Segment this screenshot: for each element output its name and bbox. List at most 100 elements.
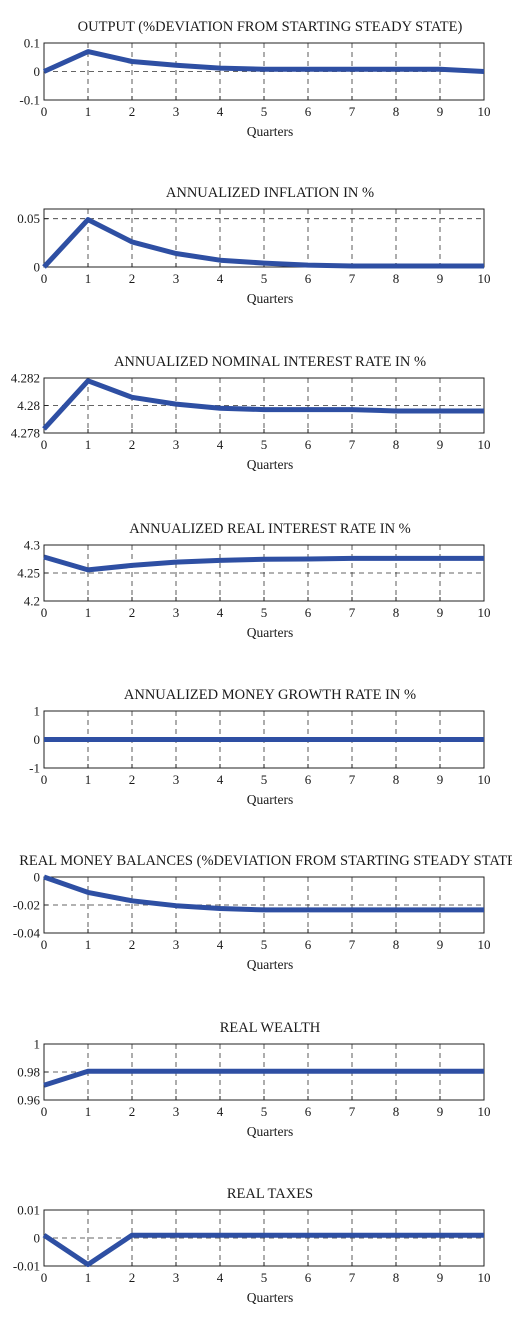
x-axis-label: Quarters <box>247 457 293 472</box>
y-tick-label: 1 <box>34 1037 41 1052</box>
x-tick-label: 10 <box>478 605 491 620</box>
x-tick-label: 10 <box>478 437 491 452</box>
x-tick-label: 3 <box>173 1104 180 1119</box>
chart-panel: OUTPUT (%DEVIATION FROM STARTING STEADY … <box>19 19 490 139</box>
x-tick-label: 3 <box>173 104 180 119</box>
x-tick-label: 0 <box>41 1270 48 1285</box>
series-line <box>42 217 484 269</box>
x-tick-label: 9 <box>437 1270 444 1285</box>
x-tick-label: 2 <box>129 271 136 286</box>
x-tick-label: 5 <box>261 1270 268 1285</box>
x-tick-label: 5 <box>261 104 268 119</box>
chart-title: ANNUALIZED INFLATION IN % <box>166 185 374 201</box>
y-tick-label: 4.25 <box>17 566 40 581</box>
x-tick-label: 1 <box>85 271 92 286</box>
x-tick-label: 4 <box>217 937 224 952</box>
y-tick-label: 1 <box>34 704 41 719</box>
y-tick-label: 4.278 <box>11 426 40 441</box>
x-tick-label: 5 <box>261 1104 268 1119</box>
x-tick-label: 2 <box>129 605 136 620</box>
x-tick-label: 2 <box>129 1270 136 1285</box>
x-tick-label: 7 <box>349 937 356 952</box>
x-tick-label: 5 <box>261 271 268 286</box>
x-tick-label: 6 <box>305 1270 312 1285</box>
chart-title: REAL WEALTH <box>220 1020 321 1036</box>
x-tick-label: 7 <box>349 1270 356 1285</box>
series-line <box>43 554 484 573</box>
y-tick-label: 0 <box>34 870 41 885</box>
x-tick-label: 1 <box>85 1104 92 1119</box>
chart-panel: REAL MONEY BALANCES (%DEVIATION FROM STA… <box>13 853 512 972</box>
y-tick-label: 0.01 <box>17 1203 40 1218</box>
x-tick-label: 0 <box>41 1104 48 1119</box>
y-tick-label: 0 <box>34 260 41 275</box>
x-tick-label: 1 <box>85 104 92 119</box>
x-tick-label: 7 <box>349 1104 356 1119</box>
x-tick-label: 10 <box>478 104 491 119</box>
y-tick-label: 0 <box>34 1231 41 1246</box>
x-tick-label: 8 <box>393 104 400 119</box>
x-tick-label: 5 <box>261 605 268 620</box>
x-tick-label: 8 <box>393 937 400 952</box>
x-tick-label: 1 <box>85 605 92 620</box>
x-tick-label: 1 <box>85 1270 92 1285</box>
x-tick-label: 1 <box>85 437 92 452</box>
y-tick-label: 4.282 <box>11 371 40 386</box>
y-tick-label: 0.96 <box>17 1093 40 1108</box>
x-tick-label: 7 <box>349 772 356 787</box>
x-tick-label: 4 <box>217 437 224 452</box>
x-tick-label: 1 <box>85 772 92 787</box>
x-tick-label: 7 <box>349 437 356 452</box>
chart-title: REAL MONEY BALANCES (%DEVIATION FROM STA… <box>19 853 512 869</box>
x-tick-label: 8 <box>393 271 400 286</box>
x-tick-label: 4 <box>217 772 224 787</box>
x-tick-label: 2 <box>129 772 136 787</box>
x-tick-label: 0 <box>41 271 48 286</box>
y-tick-label: 4.2 <box>24 594 40 609</box>
series-line <box>42 49 485 74</box>
x-tick-label: 1 <box>85 937 92 952</box>
y-tick-label: 4.3 <box>24 538 40 553</box>
x-tick-label: 0 <box>41 437 48 452</box>
x-tick-label: 6 <box>305 937 312 952</box>
chart-title: OUTPUT (%DEVIATION FROM STARTING STEADY … <box>78 19 463 35</box>
chart-panel: ANNUALIZED NOMINAL INTEREST RATE IN % 0 1 2… <box>11 354 491 472</box>
x-tick-label: 0 <box>41 605 48 620</box>
x-axis-label: Quarters <box>247 291 293 306</box>
x-tick-label: 5 <box>261 772 268 787</box>
x-axis-label: Quarters <box>247 792 293 807</box>
x-tick-label: 7 <box>349 605 356 620</box>
chart-panel: ANNUALIZED MONEY GROWTH RATE IN % 0 1 2 3 4 5 6… <box>29 687 490 807</box>
x-tick-label: 9 <box>437 1104 444 1119</box>
y-tick-label: -0.01 <box>13 1259 40 1274</box>
chart-panel: ANNUALIZED REAL INTEREST RATE IN % 0 1 2 3 4 5… <box>17 521 490 640</box>
y-tick-label: 0 <box>34 732 41 747</box>
x-axis-label: Quarters <box>247 1124 293 1139</box>
x-tick-label: 5 <box>261 437 268 452</box>
x-tick-label: 6 <box>305 437 312 452</box>
x-tick-label: 7 <box>349 271 356 286</box>
x-tick-label: 4 <box>217 1104 224 1119</box>
x-tick-label: 4 <box>217 271 224 286</box>
y-tick-label: 0.05 <box>17 211 40 226</box>
y-tick-label: -0.02 <box>13 898 40 913</box>
x-tick-label: 2 <box>129 1104 136 1119</box>
x-tick-label: 0 <box>41 104 48 119</box>
x-tick-label: 4 <box>217 104 224 119</box>
x-tick-label: 0 <box>41 937 48 952</box>
y-tick-label: 0.1 <box>24 36 40 51</box>
x-tick-label: 6 <box>305 605 312 620</box>
x-tick-label: 8 <box>393 1270 400 1285</box>
y-tick-label: 0.98 <box>17 1065 40 1080</box>
x-tick-label: 9 <box>437 104 444 119</box>
x-tick-label: 2 <box>129 104 136 119</box>
y-tick-label: 4.28 <box>17 398 40 413</box>
x-tick-label: 6 <box>305 772 312 787</box>
x-tick-label: 3 <box>173 1270 180 1285</box>
series-line <box>43 1068 484 1088</box>
x-tick-label: 3 <box>173 937 180 952</box>
x-tick-label: 9 <box>437 271 444 286</box>
chart-title: ANNUALIZED MONEY GROWTH RATE IN % <box>124 687 416 703</box>
chart-title: REAL TAXES <box>227 1186 313 1202</box>
